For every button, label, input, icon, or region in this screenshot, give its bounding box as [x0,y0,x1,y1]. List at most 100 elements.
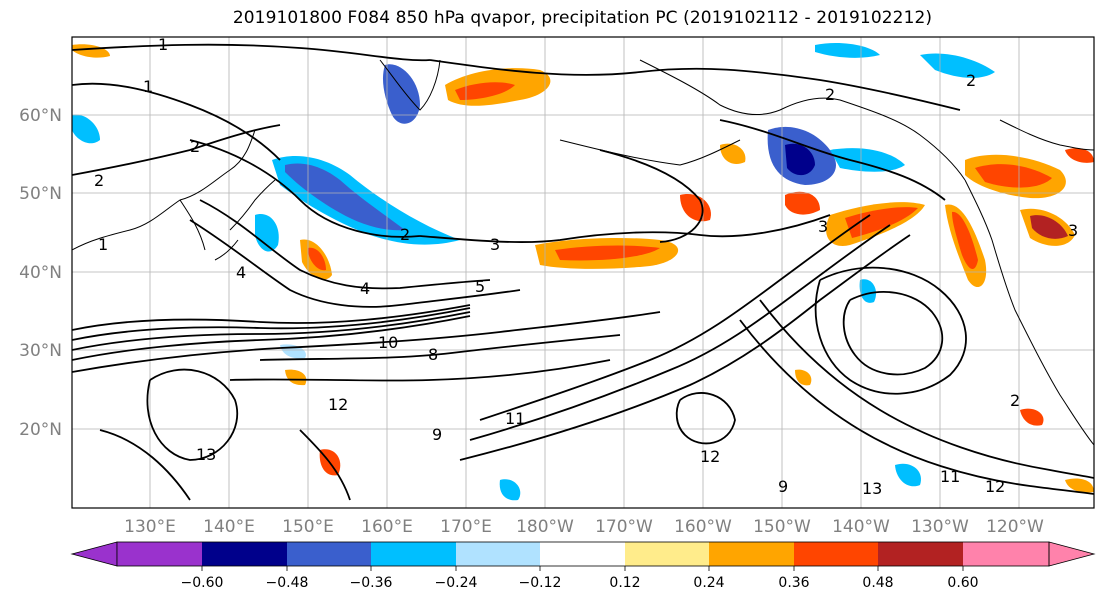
contour-jet-d [72,315,471,361]
contour-label-group: 1 1 2 2 2 2 2 3 3 3 4 5 10 8 9 12 13 11 … [94,35,1078,498]
pos-region-coast-ca-core [952,211,978,270]
map-frame [71,36,1095,509]
contour-label: 13 [862,479,882,498]
lat-label-20n: 20°N [19,420,62,440]
contour-5 [189,219,521,308]
contour-4 [199,199,491,290]
contour-label: 4 [360,279,370,298]
contour-label: 3 [490,235,500,254]
pos-region-subtrop-2 [1020,408,1044,426]
lon-label-160w: 160°W [674,517,732,537]
contour-subtrop-loop-1 [814,266,967,395]
contour-west-loop [146,368,239,461]
colorbar-tick-label: −0.36 [350,575,393,591]
lat-label-40n: 40°N [19,263,62,283]
contour-2-west [72,124,281,176]
contour-label: 3 [1068,221,1078,240]
contour-label: 1 [98,235,108,254]
coast-n-america [964,179,1094,446]
contour-label: 12 [985,477,1005,496]
colorbar-segment [709,542,794,566]
pos-region-subtrop-3 [285,369,307,386]
contour-9 [229,359,611,382]
lat-label-60n: 60°N [19,106,62,126]
pos-region-bering-core [455,82,515,100]
colorbar-tick-label: 0.60 [947,575,978,591]
contour-label: 2 [400,225,410,244]
neg-region-japan-east [255,214,279,252]
contour-label: 1 [143,77,153,96]
contour-label: 9 [778,477,788,496]
lat-label-50n: 50°N [19,184,62,204]
colorbar-segment [963,542,1049,566]
pos-region-ne-corner [1065,148,1094,163]
contour-south-mid [299,429,351,501]
contour-1-west [72,82,281,161]
coast-kamchatka [379,59,441,111]
contour-label: 9 [432,425,442,444]
contour-13-east [459,234,911,461]
colorbar-segment [794,542,878,566]
contour-east-sweep-2 [739,319,1094,495]
pos-region-central-band-core [555,245,660,261]
colorbar-extend-left [70,541,118,567]
contour-label: 2 [825,85,835,104]
colorbar-segment [878,542,963,566]
neg-region-west-coast [72,114,100,144]
contour-jet-b [72,307,471,341]
contour-10 [72,311,661,373]
colorbar-segment [202,542,287,566]
colorbar-segment [456,542,540,566]
pos-region-bc-core [975,164,1052,188]
contour-label: 12 [700,447,720,466]
colorbar-tick-label: 0.12 [609,575,640,591]
coastlines [72,59,1094,446]
contour-12-east [469,224,891,441]
coast-aleutians [559,139,741,166]
contour-label: 2 [1010,391,1020,410]
contour-label: 8 [428,345,438,364]
lat-axis: 60°N 50°N 40°N 30°N 20°N [19,106,62,440]
map-background [72,37,1094,508]
neg-region-se-alaska [920,53,995,78]
contour-8 [259,334,621,361]
contour-label: 4 [236,263,246,282]
colorbar: −0.60 −0.48 −0.36 −0.24 −0.12 0.12 0.24 … [70,541,1096,591]
contour-south-west [99,429,191,501]
neg-region-hawaii [859,279,877,303]
lon-label-180w: 180°W [516,517,574,537]
lon-axis: 130°E 140°E 150°E 160°E 170°E 180°W 170°… [124,517,1044,537]
contour-label: 1 [158,35,168,54]
neg-region-gulf-alaska-outer [830,148,905,172]
precip-shading [72,43,1094,501]
colorbar-tick-label: 0.24 [693,575,724,591]
pos-region-ne-band-core [845,207,918,238]
colorbar-tick-label: −0.24 [435,575,478,591]
contour-2-gulf [719,119,946,201]
pos-region-west-band-core [308,247,326,271]
contour-3-loop [599,149,704,243]
lon-label-120w: 120°W [986,517,1044,537]
lon-label-130e: 130°E [124,517,176,537]
neg-region-subtrop-east [895,463,921,487]
contour-label: 2 [94,171,104,190]
colorbar-extend-right [1048,541,1096,567]
contour-label: 12 [328,395,348,414]
neg-region-subtrop-center [499,479,521,501]
colorbar-segment [117,542,202,566]
contour-label: 11 [940,467,960,486]
colorbar-ticks [201,566,964,571]
contour-label: 13 [196,445,216,464]
qvapor-contours [72,43,1094,501]
neg-region-gulf-alaska-core [785,143,815,176]
contour-east-sweep [759,299,1094,479]
lon-label-150w: 150°W [753,517,811,537]
contour-label: 2 [966,71,976,90]
neg-region-alaska-north [815,43,880,58]
contour-label: 10 [378,333,398,352]
contour-2-north [429,59,961,111]
map-title: 2019101800 F084 850 hPa qvapor, precipit… [232,8,933,28]
colorbar-segment [625,542,709,566]
coast-japan [214,179,276,261]
